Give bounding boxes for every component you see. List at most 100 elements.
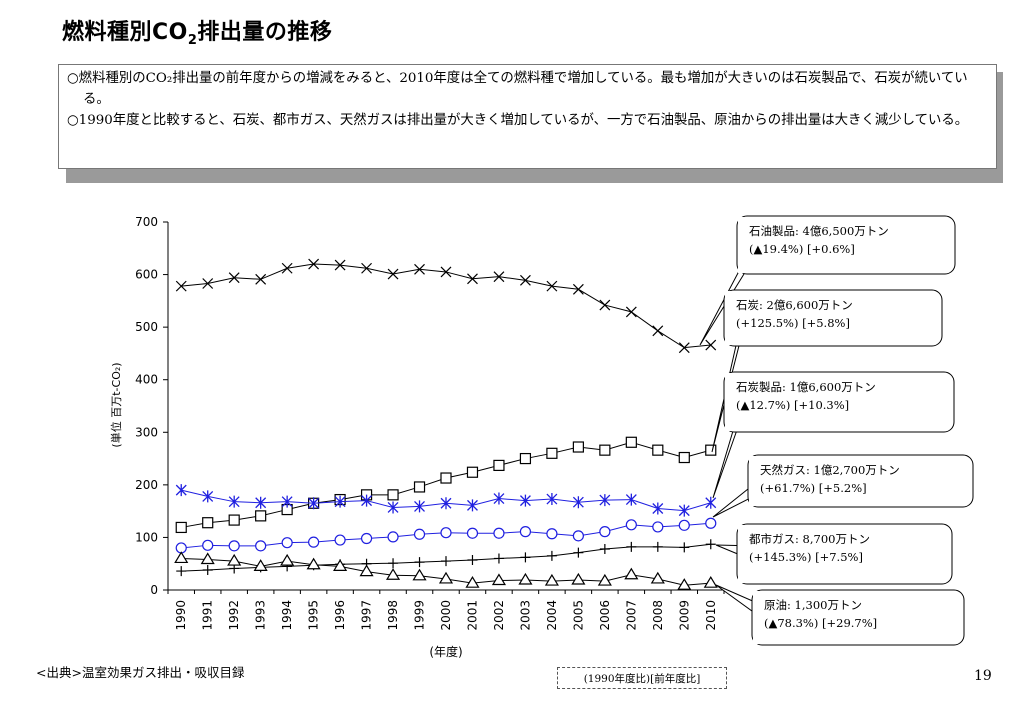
y-tick-label: 100 <box>135 530 158 544</box>
x-tick-label: 1997 <box>360 600 374 631</box>
data-point <box>202 490 214 503</box>
y-tick-label: 300 <box>135 425 158 439</box>
callout-box <box>747 454 974 508</box>
data-point <box>175 521 187 534</box>
callout-text: 都市ガス: 8,700万トン <box>749 532 870 546</box>
data-point <box>387 489 399 501</box>
x-tick-label: 2004 <box>545 600 559 631</box>
x-tick-label: 1993 <box>254 600 268 631</box>
data-point <box>625 306 637 318</box>
x-tick-label: 1991 <box>201 600 215 631</box>
data-point <box>334 259 346 271</box>
callout-mask <box>749 456 769 506</box>
data-point <box>652 502 664 515</box>
data-point <box>572 283 584 295</box>
data-point <box>334 495 346 508</box>
data-point <box>228 540 240 552</box>
data-point <box>599 543 610 554</box>
data-point <box>677 578 692 590</box>
data-point <box>491 573 507 586</box>
x-tick-label: 1994 <box>280 600 294 631</box>
data-point <box>387 531 399 543</box>
data-point <box>280 553 295 566</box>
callout-text: 石炭: 2億6,600万トン <box>736 298 853 312</box>
data-point <box>599 494 611 507</box>
title-suffix: 排出量の推移 <box>197 20 333 45</box>
data-point <box>572 496 584 509</box>
page-number: 19 <box>974 668 992 684</box>
data-point <box>440 472 452 484</box>
data-point <box>652 521 664 533</box>
data-point <box>361 494 373 507</box>
x-tick-label: 1995 <box>307 600 321 631</box>
data-point <box>440 527 452 539</box>
data-point <box>652 325 664 337</box>
data-point <box>519 526 532 538</box>
data-point <box>333 559 348 571</box>
notes-box: ○燃料種別のCO₂排出量の前年度からの増減をみると、2010年度は全ての燃料種で… <box>58 64 997 169</box>
data-point <box>176 566 187 577</box>
data-point <box>385 568 401 580</box>
data-point <box>360 532 373 545</box>
data-point <box>546 550 557 561</box>
data-point <box>546 447 558 459</box>
note-1: ○燃料種別のCO₂排出量の前年度からの増減をみると、2010年度は全ての燃料種で… <box>67 71 968 107</box>
data-point <box>626 541 637 552</box>
callout-text: 天然ガス: 1億2,700万トン <box>760 463 900 477</box>
page-title: 燃料種別CO2排出量の推移 <box>62 14 332 48</box>
data-point <box>624 567 639 580</box>
data-point <box>227 553 242 566</box>
source-citation: <出典>温室効果ガス排出・吸収目録 <box>36 665 245 680</box>
data-point <box>544 573 559 586</box>
data-point <box>678 342 690 354</box>
series-line <box>181 263 711 349</box>
data-point <box>202 517 214 529</box>
data-point <box>387 501 399 514</box>
note-2: ○1990年度と比較すると、石炭、都市ガス、天然ガスは排出量が大きく増加している… <box>67 113 969 128</box>
x-tick-label: 2008 <box>651 600 665 631</box>
x-tick-label: 2003 <box>518 600 532 631</box>
data-point <box>679 542 690 553</box>
data-point <box>174 551 189 564</box>
data-point <box>200 552 215 565</box>
x-tick-label: 2009 <box>677 600 691 631</box>
data-point <box>572 441 584 453</box>
callout-text: 石炭製品: 1億6,600万トン <box>736 380 876 394</box>
data-point <box>281 495 293 508</box>
data-point <box>467 499 478 512</box>
data-point <box>308 536 320 548</box>
data-point <box>255 540 267 552</box>
data-point <box>388 558 399 569</box>
callout-mask <box>725 291 745 345</box>
x-tick-label: 2001 <box>465 600 479 631</box>
callout-text: (▲78.3%) [+29.7%] <box>764 616 877 630</box>
data-point <box>705 496 717 509</box>
data-point <box>308 258 320 270</box>
y-tick-label: 200 <box>135 478 158 492</box>
data-point <box>520 552 531 563</box>
data-point <box>255 510 267 522</box>
data-point <box>571 572 586 585</box>
data-point <box>546 493 558 506</box>
x-tick-label: 2005 <box>571 600 585 631</box>
x-tick-label: 2010 <box>704 600 718 631</box>
data-point <box>705 444 717 456</box>
data-point <box>678 451 690 464</box>
x-tick-label: 1992 <box>227 600 241 631</box>
data-point <box>228 514 240 526</box>
data-point <box>255 496 267 509</box>
data-point <box>705 339 717 351</box>
callout-box <box>723 289 943 347</box>
data-point <box>652 444 664 456</box>
data-point <box>467 273 478 285</box>
callout-box <box>723 371 955 433</box>
data-point <box>518 572 533 585</box>
data-point <box>625 493 637 506</box>
data-point <box>466 527 479 539</box>
x-tick-label: 1996 <box>333 600 347 631</box>
data-point <box>599 299 611 311</box>
data-point <box>599 526 611 538</box>
title-subscript: 2 <box>187 33 198 48</box>
data-point <box>493 459 505 472</box>
